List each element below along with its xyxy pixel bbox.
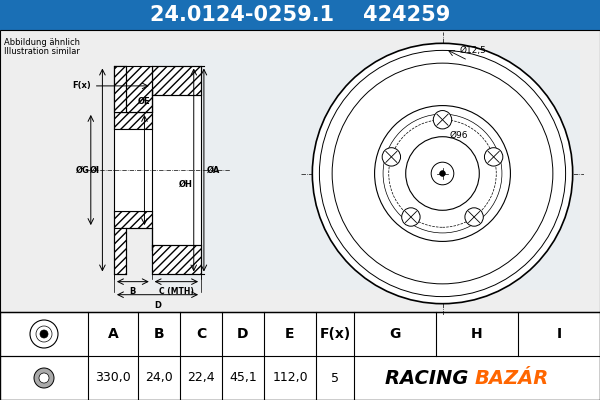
- Text: 24,0: 24,0: [145, 372, 173, 384]
- Circle shape: [382, 148, 401, 166]
- Polygon shape: [152, 245, 201, 274]
- Text: B: B: [130, 288, 136, 296]
- Circle shape: [401, 208, 420, 226]
- Text: ØI: ØI: [89, 166, 100, 174]
- Text: Ate: Ate: [392, 112, 465, 150]
- Text: D: D: [237, 327, 249, 341]
- Circle shape: [431, 162, 454, 185]
- Text: 24.0124-0259.1    424259: 24.0124-0259.1 424259: [150, 5, 450, 25]
- Circle shape: [39, 373, 49, 383]
- Polygon shape: [114, 210, 152, 228]
- Circle shape: [440, 171, 445, 176]
- Polygon shape: [114, 66, 125, 112]
- Text: E: E: [285, 327, 295, 341]
- Text: ØA: ØA: [207, 166, 220, 174]
- Text: 112,0: 112,0: [272, 372, 308, 384]
- Text: Illustration similar: Illustration similar: [4, 47, 80, 56]
- Text: ØH: ØH: [178, 180, 192, 189]
- Polygon shape: [114, 228, 125, 274]
- Bar: [0, 30, 600, 312]
- Circle shape: [484, 148, 503, 166]
- Circle shape: [30, 320, 58, 348]
- Text: Abbildung ähnlich: Abbildung ähnlich: [4, 38, 80, 47]
- Bar: [150, 50, 580, 290]
- Bar: [0, 312, 600, 400]
- Polygon shape: [114, 112, 152, 129]
- Text: D: D: [154, 300, 161, 310]
- Circle shape: [433, 110, 452, 129]
- Text: ØG: ØG: [76, 166, 89, 174]
- Bar: [0, 0, 600, 30]
- Text: Ø12,5: Ø12,5: [460, 46, 487, 55]
- Bar: [114, 129, 152, 210]
- Text: RACING: RACING: [385, 368, 475, 388]
- Circle shape: [40, 330, 48, 338]
- Circle shape: [313, 43, 572, 304]
- Circle shape: [406, 137, 479, 210]
- Polygon shape: [152, 66, 201, 94]
- Text: 45,1: 45,1: [229, 372, 257, 384]
- Text: 5: 5: [331, 372, 339, 384]
- Text: F(x): F(x): [72, 81, 91, 90]
- Bar: [0, 30, 600, 312]
- Circle shape: [465, 208, 484, 226]
- Text: 330,0: 330,0: [95, 372, 131, 384]
- Text: F(x): F(x): [319, 327, 350, 341]
- Polygon shape: [114, 66, 152, 112]
- Circle shape: [34, 368, 54, 388]
- Text: I: I: [556, 327, 562, 341]
- Text: 22,4: 22,4: [187, 372, 215, 384]
- Text: A: A: [107, 327, 118, 341]
- Text: C (MTH): C (MTH): [159, 288, 194, 296]
- Text: H: H: [471, 327, 483, 341]
- Text: ØE: ØE: [138, 97, 151, 106]
- Bar: [152, 95, 201, 245]
- Text: G: G: [389, 327, 401, 341]
- Text: C: C: [196, 327, 206, 341]
- Text: B: B: [154, 327, 164, 341]
- Text: Ø96: Ø96: [449, 131, 468, 140]
- Text: BAZÁR: BAZÁR: [475, 368, 549, 388]
